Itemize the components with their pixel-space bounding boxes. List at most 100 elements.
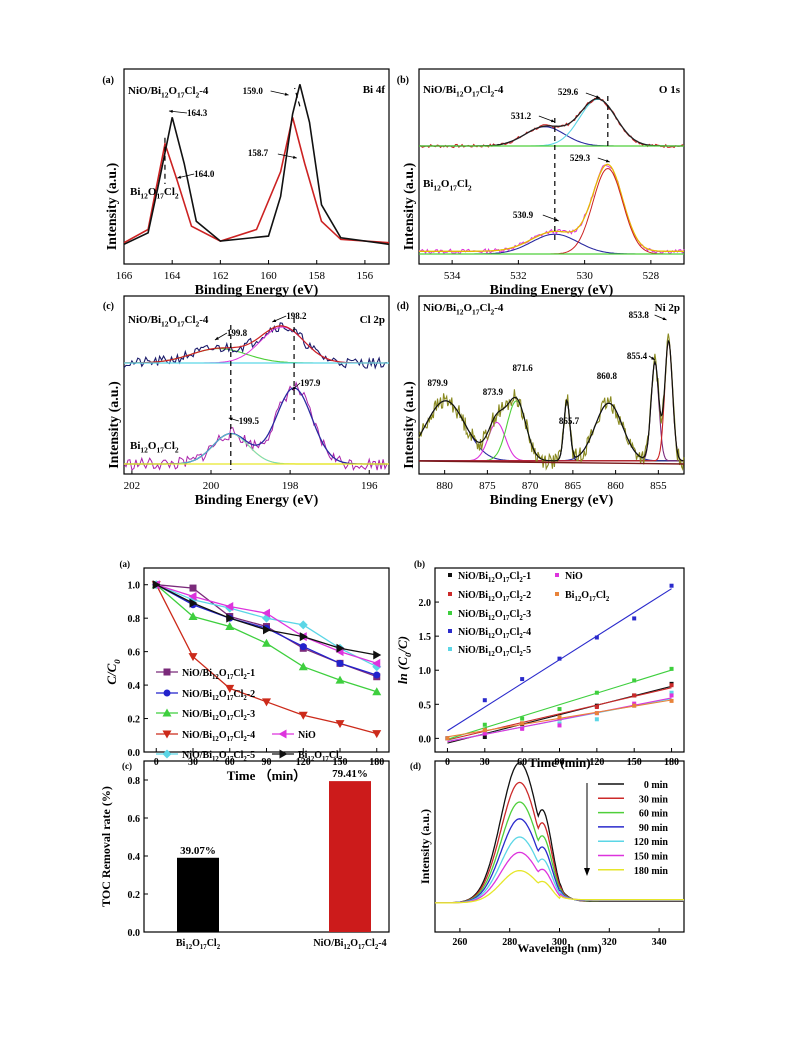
kin-a-point-3-2 xyxy=(225,684,235,693)
kin-b-point-5-6 xyxy=(669,693,674,698)
xps-a-frame xyxy=(123,68,390,265)
kin-a-legend-marker-1 xyxy=(163,689,171,697)
kin-b-xlabel: Time (min) xyxy=(528,755,590,770)
xps-c-arrow-4-head xyxy=(292,386,296,390)
xps-d-arrow-2-head xyxy=(662,317,667,321)
kin-a-legend-marker-5 xyxy=(278,729,287,739)
xps-c-xaxis-tick-label-1: 200 xyxy=(203,480,220,492)
kin-b-legend-label-5: NiO xyxy=(565,571,583,582)
xps-d-comp-5 xyxy=(419,360,684,462)
xps-a-sample-bottom: Bi12O17Cl2 xyxy=(130,186,179,200)
kin-b-legend-marker-2 xyxy=(448,611,452,615)
xps-c-arrow-2-head xyxy=(272,319,277,322)
kin-b-point-3-5 xyxy=(632,616,637,621)
kin-a-legend-label-3: NiO/Bi12O17Cl2-4 xyxy=(182,730,255,743)
kin-a-point-2-6 xyxy=(372,687,382,696)
kin-b-ytick-label-3: 1.5 xyxy=(419,632,432,643)
kin-a-ytick-label-5: 1.0 xyxy=(128,581,141,592)
xps-a-arrow-3-head xyxy=(177,175,182,179)
kin-a-point-3-5 xyxy=(335,720,345,729)
xps-a-arrow-4-head xyxy=(292,155,297,159)
kin-b-legend-label-4: NiO/Bi12O17Cl2-5 xyxy=(458,645,531,658)
xps-b-sample-top: NiO/Bi12O17Cl2-4 xyxy=(423,84,504,98)
kin-a-xtick-label-6: 180 xyxy=(369,757,384,768)
uv-xtick-label-0: 260 xyxy=(452,937,467,948)
xps-a-peak-bot-2: 158.7 xyxy=(248,148,269,158)
xps-a-xaxis-tick-label-2: 162 xyxy=(212,270,229,282)
kin-a-frame xyxy=(143,567,390,753)
xps-b-panel-label: (b) xyxy=(397,75,409,86)
xps-c-xaxis-tick-label-0: 202 xyxy=(124,480,141,492)
kin-b-point-1-4 xyxy=(594,705,599,710)
xps-b-xaxis-tick-label-2: 530 xyxy=(576,270,593,282)
kin-b-point-3-2 xyxy=(520,677,525,682)
kin-b-xtick-label-4: 120 xyxy=(589,757,604,768)
kin-a-xtick-label-2: 60 xyxy=(225,757,235,768)
kin-a-legend-label-6: Bi12O17Cl2 xyxy=(298,750,343,763)
kin-a-xtick-label-1: 30 xyxy=(188,757,198,768)
xps-d-raw xyxy=(418,333,685,472)
uv-series-6 xyxy=(435,869,684,904)
kin-a-legend-label-2: NiO/Bi12O17Cl2-3 xyxy=(182,709,255,722)
xps-b-ylabel: Intensity (a.u.) xyxy=(402,162,417,250)
toc-bar-1 xyxy=(329,781,371,932)
kin-b-point-5-1 xyxy=(482,731,487,736)
kin-a-point-1-5 xyxy=(336,659,344,667)
xps-d-xaxis-tick-label-5: 855 xyxy=(650,480,667,492)
kin-b-point-6-5 xyxy=(632,703,637,708)
xps-b-arrow-4-head xyxy=(605,159,610,163)
kin-b-point-6-3 xyxy=(557,715,562,720)
xps-d-xaxis-tick-label-1: 875 xyxy=(479,480,496,492)
xps-d-peak-label-3: 865.7 xyxy=(559,416,580,426)
toc-bar-0 xyxy=(177,857,219,932)
uv-legend-label-2: 60 min xyxy=(639,809,669,820)
kin-a-point-3-6 xyxy=(372,730,382,739)
xps-a-xaxis-tick-label-1: 164 xyxy=(164,270,181,282)
kin-b-legend-marker-3 xyxy=(448,629,452,633)
xps-d-peak-label-2: 871.6 xyxy=(512,363,533,373)
kin-a-legend-marker-2 xyxy=(162,708,172,717)
xps-a-panel-label: (a) xyxy=(102,75,114,86)
toc-category-1: NiO/Bi12O17Cl2-4 xyxy=(313,938,386,951)
xps-d-region: Ni 2p xyxy=(655,302,680,314)
kin-a-ytick-label-0: 0.0 xyxy=(128,748,141,759)
kin-a-point-6-4 xyxy=(299,632,308,642)
kin-a-xtick-label-3: 90 xyxy=(262,757,272,768)
toc-ytick-label-1: 0.2 xyxy=(128,890,141,901)
xps-a-ylabel: Intensity (a.u.) xyxy=(105,162,120,250)
kin-b-legend-marker-0 xyxy=(448,573,452,577)
kin-a-legend-label-4: NiO/Bi12O17Cl2-5 xyxy=(182,750,255,763)
xps-c-panel-label: (c) xyxy=(103,301,114,312)
xps-c-peak-top-1: 199.8 xyxy=(227,328,248,338)
uv-xtick-label-1: 280 xyxy=(502,937,517,948)
xps-b-peak-bot-1: 530.9 xyxy=(513,210,534,220)
xps-d-xaxis-tick-label-4: 860 xyxy=(607,480,624,492)
xps-a-peak-top-2: 159.0 xyxy=(243,86,264,96)
kin-a-ytick-label-1: 0.2 xyxy=(128,715,141,726)
kin-b-point-5-2 xyxy=(520,726,525,731)
toc-ytick-label-4: 0.8 xyxy=(128,776,141,787)
xps-b-arrow-1-head xyxy=(550,119,555,123)
kin-b-legend-marker-1 xyxy=(448,592,452,596)
toc-frame xyxy=(143,760,390,933)
kin-a-legend-marker-3 xyxy=(162,730,172,739)
kin-b-ylabel: ln (C0/C) xyxy=(395,636,413,684)
kin-a-xtick-label-4: 120 xyxy=(296,757,311,768)
kin-b-legend-marker-4 xyxy=(448,647,452,651)
xps-b-region: O 1s xyxy=(659,84,681,96)
kin-a-ytick-label-2: 0.4 xyxy=(128,681,141,692)
xps-a-xlabel: Binding Energy (eV) xyxy=(195,283,319,298)
xps-c-peak-bot-1: 199.5 xyxy=(239,416,260,426)
xps-d-peak-label-1: 873.9 xyxy=(483,387,504,397)
xps-a-series-0 xyxy=(123,117,390,244)
uv-panel-label: (d) xyxy=(410,761,421,771)
kin-a-point-6-5 xyxy=(336,643,345,653)
kin-b-legend-label-6: Bi12O17Cl2 xyxy=(565,590,610,603)
toc-ytick-label-2: 0.4 xyxy=(128,852,141,863)
xps-d-ylabel: Intensity (a.u.) xyxy=(402,381,417,469)
uv-legend-label-6: 180 min xyxy=(634,866,669,877)
kin-a-point-1-6 xyxy=(373,671,381,679)
kin-b-ytick-label-0: 0.0 xyxy=(419,734,432,745)
xps-d-peak-label-6: 853.8 xyxy=(629,310,650,320)
